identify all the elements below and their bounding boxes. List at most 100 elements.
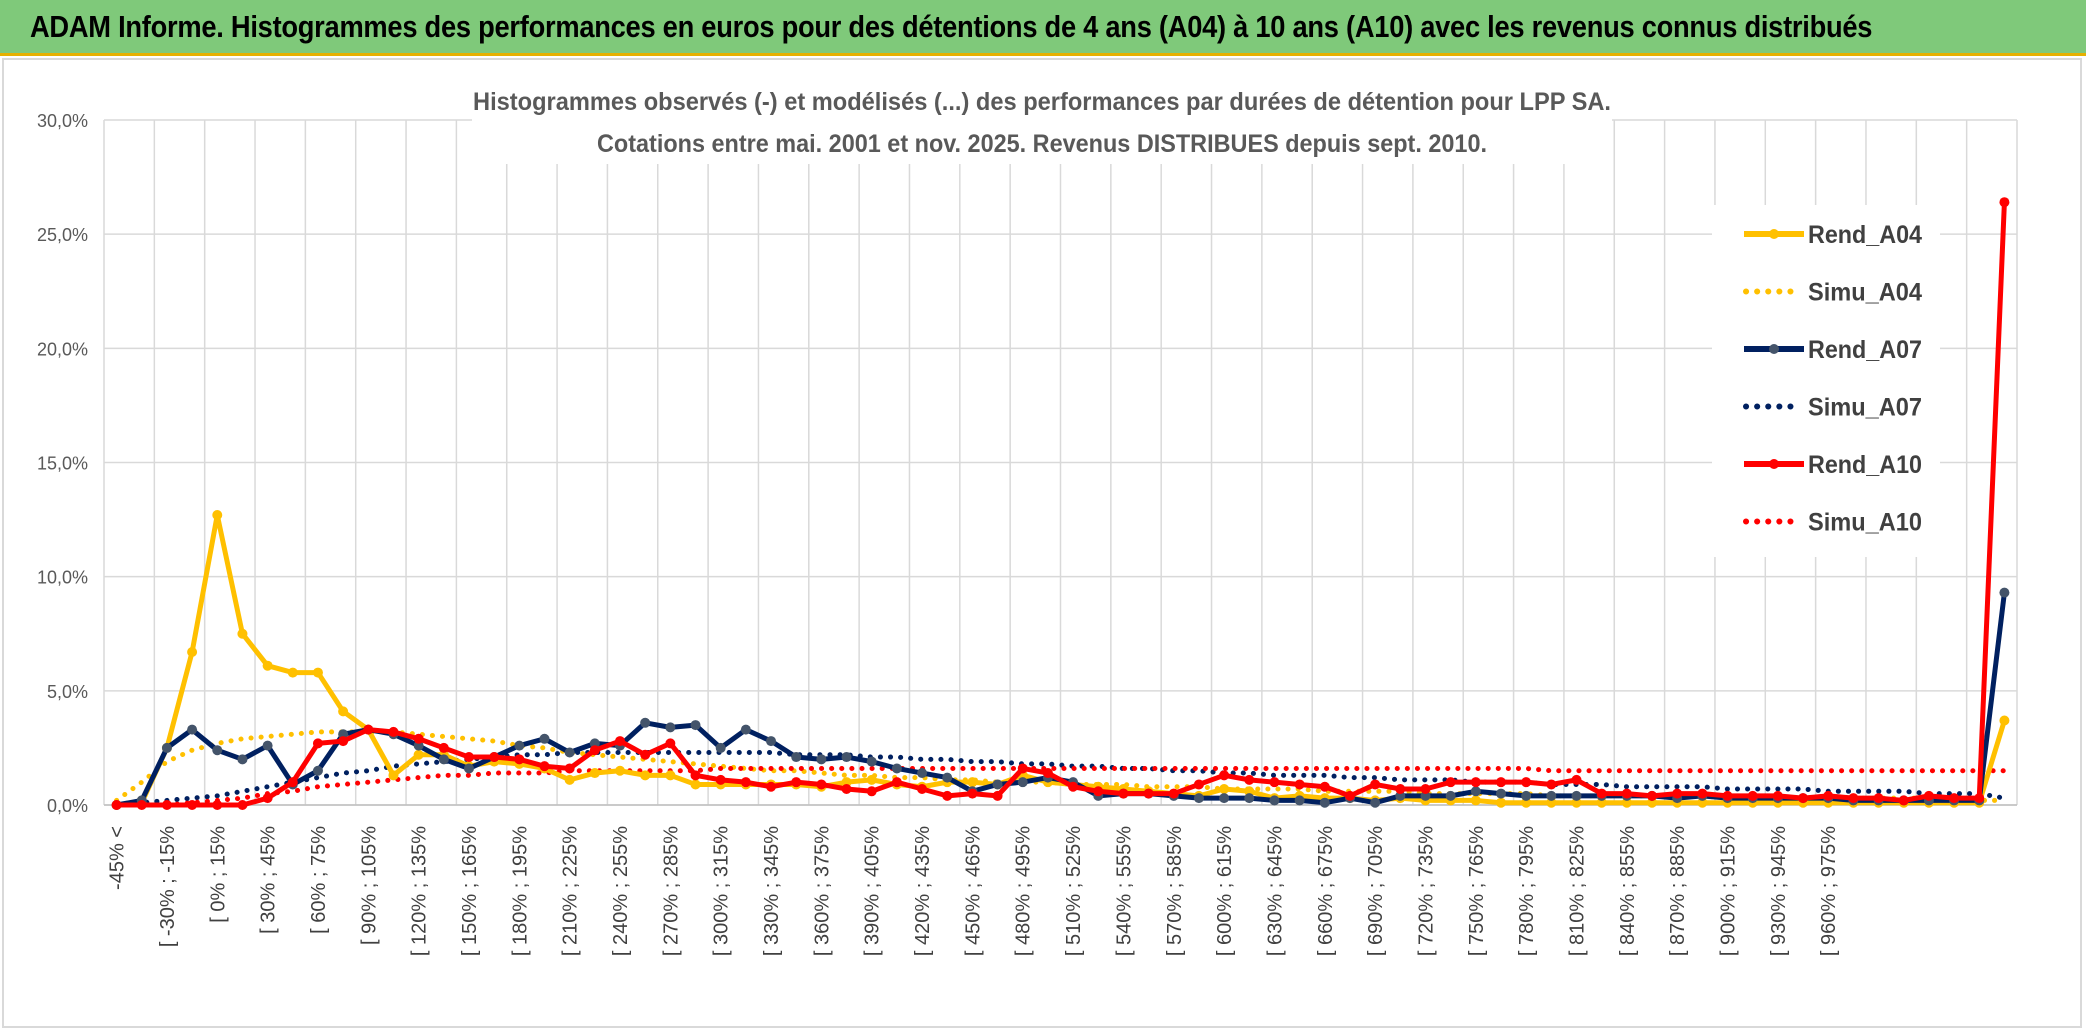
- data-point: [1999, 197, 2010, 208]
- data-point: [1470, 777, 1481, 788]
- data-point: [589, 738, 600, 749]
- data-point: [690, 770, 701, 781]
- data-point: [338, 729, 349, 740]
- data-point: [690, 720, 701, 731]
- data-point: [1370, 797, 1381, 808]
- data-point: [1621, 797, 1632, 808]
- legend-label: Rend_A07: [1808, 336, 1922, 364]
- data-point: [1219, 784, 1230, 795]
- data-point: [891, 777, 902, 788]
- data-point: [1495, 797, 1506, 808]
- data-point: [1143, 788, 1154, 799]
- data-point: [312, 765, 323, 776]
- data-point: [1974, 793, 1985, 804]
- data-point: [992, 779, 1003, 790]
- data-point: [136, 800, 147, 810]
- data-point: [967, 788, 978, 799]
- legend-background: [1712, 205, 1940, 557]
- data-point: [1042, 768, 1053, 779]
- x-tick-label: [ -30% ; -15%: [157, 826, 179, 947]
- data-point: [1244, 774, 1255, 785]
- data-point: [1370, 779, 1381, 790]
- data-point: [1445, 777, 1456, 788]
- data-point: [1647, 790, 1658, 801]
- data-point: [338, 706, 349, 717]
- data-point: [1495, 788, 1506, 799]
- data-point: [463, 763, 474, 774]
- y-axis: 0,0% 5,0% 10,0% 15,0% 20,0% 25,0% 30,0%: [37, 111, 88, 816]
- x-tick-label: [ 690% ; 705%: [1365, 826, 1387, 956]
- legend-label: Rend_A04: [1808, 221, 1922, 249]
- x-tick-label: [ 210% ; 225%: [560, 826, 582, 956]
- x-tick-label: [ 450% ; 465%: [962, 826, 984, 956]
- data-point: [212, 510, 223, 521]
- data-point: [1747, 790, 1758, 801]
- x-tick-label: [ 270% ; 285%: [660, 826, 682, 956]
- data-point: [413, 740, 424, 751]
- data-point: [564, 763, 575, 774]
- data-point: [740, 777, 751, 788]
- data-point: [1395, 784, 1406, 795]
- data-point: [766, 736, 777, 747]
- data-point: [212, 745, 223, 756]
- data-point: [942, 772, 953, 783]
- data-point: [1521, 777, 1532, 788]
- data-point: [1521, 790, 1532, 801]
- legend-marker: [1769, 229, 1779, 239]
- x-tick-label: [ 510% ; 525%: [1063, 826, 1085, 956]
- x-tick-label: [ 240% ; 255%: [610, 826, 632, 956]
- data-point: [589, 745, 600, 756]
- data-point: [1017, 763, 1028, 774]
- data-point: [1697, 788, 1708, 799]
- data-point: [1772, 790, 1783, 801]
- data-point: [1898, 795, 1909, 806]
- series-line-rend_a10: [116, 202, 2007, 808]
- data-point: [1873, 793, 1884, 804]
- data-point: [715, 774, 726, 785]
- data-point: [665, 770, 676, 781]
- data-point: [1823, 790, 1834, 801]
- data-point: [766, 781, 777, 792]
- legend-marker: [1769, 459, 1779, 469]
- data-point: [1470, 786, 1481, 797]
- data-point: [1546, 790, 1557, 801]
- chart-title: Histogrammes observés (-) et modélisés (…: [473, 88, 1611, 116]
- data-point: [438, 742, 449, 753]
- data-point: [1470, 795, 1481, 806]
- data-point: [1949, 793, 1960, 804]
- data-point: [1193, 793, 1204, 804]
- data-point: [589, 768, 600, 779]
- data-point: [917, 768, 928, 779]
- x-tick-label: [ 0% ; 15%: [207, 826, 229, 923]
- x-tick-label: [ 30% ; 45%: [258, 826, 280, 934]
- data-point: [388, 726, 399, 737]
- data-point: [615, 736, 626, 747]
- data-point: [1420, 790, 1431, 801]
- data-point: [866, 786, 877, 797]
- data-point: [212, 800, 223, 810]
- data-point: [942, 790, 953, 801]
- data-point: [1798, 793, 1809, 804]
- data-point: [1068, 781, 1079, 792]
- data-point: [665, 738, 676, 749]
- legend-label: Simu_A10: [1808, 509, 1922, 537]
- data-point: [1420, 784, 1431, 795]
- x-tick-label: [ 660% ; 675%: [1315, 826, 1337, 956]
- data-point: [841, 777, 852, 788]
- data-point: [564, 774, 575, 785]
- page-title: ADAM Informe. Histogrammes des performan…: [30, 9, 1873, 44]
- data-point: [161, 800, 172, 810]
- data-point: [1344, 790, 1355, 801]
- data-point: [463, 752, 474, 763]
- x-axis: -45% < [ -30% ; -15% [ 0% ; 15% [ 30% ; 45%…: [104, 804, 2017, 956]
- y-tick-label: 20,0%: [37, 339, 88, 359]
- data-point: [438, 754, 449, 765]
- x-tick-label: [ 870% ; 885%: [1667, 826, 1689, 956]
- y-tick-label: 0,0%: [47, 796, 88, 816]
- data-point: [262, 740, 273, 751]
- x-tick-label: [ 840% ; 855%: [1617, 826, 1639, 956]
- data-point: [866, 774, 877, 785]
- y-tick-label: 25,0%: [37, 225, 88, 245]
- data-point: [262, 793, 273, 804]
